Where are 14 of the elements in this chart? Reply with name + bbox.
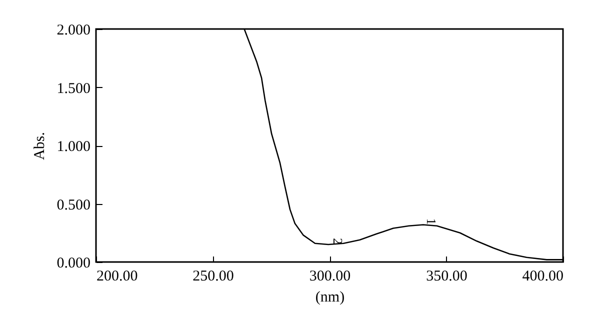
x-tick-label: 300.00 bbox=[309, 268, 351, 284]
x-tick-label: 350.00 bbox=[426, 268, 468, 284]
y-tick-label: 0.000 bbox=[56, 256, 90, 272]
y-tick-label: 2.000 bbox=[56, 22, 90, 38]
y-tick-label: 1.500 bbox=[56, 80, 90, 97]
y-tick-label: 0.500 bbox=[56, 197, 90, 214]
y-axis-title: Abs. bbox=[32, 132, 48, 160]
x-tick-label: 400.00 bbox=[522, 268, 564, 284]
annotation: 1 bbox=[424, 218, 439, 225]
x-tick-label: 250.00 bbox=[192, 268, 234, 284]
x-tick-label: 200.00 bbox=[96, 268, 138, 284]
y-tick-label: 1.000 bbox=[56, 139, 90, 155]
x-axis-title: (nm) bbox=[315, 290, 345, 306]
annotation: 2 bbox=[330, 238, 346, 245]
